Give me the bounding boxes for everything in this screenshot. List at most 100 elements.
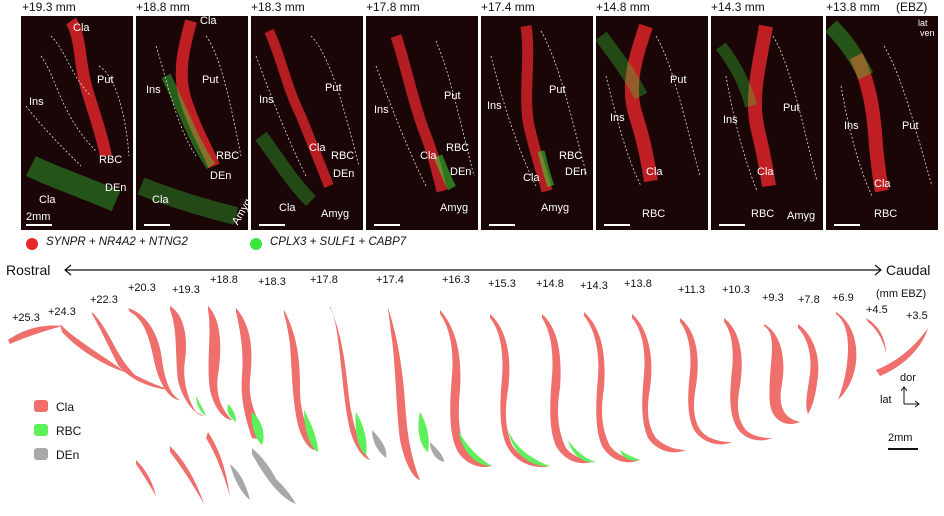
panel-coord-4: +17.8 mm — [366, 0, 420, 14]
label-cla: Cla — [73, 22, 90, 34]
microscopy-panel-2: Cla Ins Put RBC DEn Cla Amyg — [136, 16, 248, 230]
label-rbc: RBC — [331, 150, 355, 162]
coord-15: +11.3 — [678, 284, 706, 296]
scale-bar — [144, 224, 170, 226]
label-cla: Cla — [646, 166, 663, 178]
coord-19: +6.9 — [832, 292, 854, 304]
orient-lat: lat — [880, 394, 892, 406]
section-4-5b — [866, 318, 886, 354]
panel-coord-2: +18.8 mm — [136, 0, 190, 14]
legend-cla-label: Cla — [56, 400, 75, 414]
rbc-17-4 — [355, 412, 367, 455]
microscopy-panel-5: Ins Put RBC Cla DEn Amyg — [481, 16, 593, 230]
coord-4: +20.3 — [128, 282, 156, 294]
label-rbc: RBC — [446, 142, 470, 154]
rostral-caudal-arrow — [64, 264, 882, 276]
label-cla: Cla — [757, 166, 774, 178]
panel-4-image — [366, 16, 478, 230]
panel-coord-1: +19.3 mm — [22, 0, 76, 14]
axis-caudal: Caudal — [886, 262, 931, 278]
coord-8: +17.8 — [310, 274, 338, 286]
coord-6: +18.8 — [210, 274, 238, 286]
legend-cla-swatch — [34, 400, 48, 412]
den-16-3 — [430, 442, 444, 462]
legend-rbc-label: RBC — [56, 424, 82, 438]
rbc-14-8 — [508, 430, 550, 467]
label-ins: Ins — [610, 112, 625, 124]
microscopy-panel-8: Ins Put Cla RBC lat ven — [826, 16, 938, 230]
section-16-3 — [388, 308, 420, 480]
orientation-arrows-icon — [900, 386, 920, 408]
den-17-4 — [372, 430, 387, 458]
coord-2: +24.3 — [48, 306, 76, 318]
legend-green-dot — [250, 238, 262, 250]
label-cla: Cla — [523, 172, 540, 184]
label-put: Put — [670, 74, 687, 86]
scale-bar-label: 2mm — [26, 211, 51, 223]
legend-den-label: DEn — [56, 448, 80, 462]
rbc-15-3 — [458, 430, 492, 466]
panel-coord-8: +13.8 mm — [826, 0, 880, 14]
section-17-4 — [330, 306, 370, 460]
label-put: Put — [202, 74, 219, 86]
label-cla: Cla — [874, 178, 891, 190]
section-25-3 — [8, 325, 62, 344]
coord-3: +22.3 — [90, 294, 118, 306]
rbc-17-8 — [304, 410, 318, 452]
label-amyg: Amyg — [541, 202, 570, 214]
label-put: Put — [902, 120, 919, 132]
ebz-label: (EBZ) — [896, 0, 928, 14]
orient-dor: dor — [900, 372, 916, 384]
units-label: (mm EBZ) — [876, 288, 927, 300]
lower-curve-1 — [136, 460, 156, 496]
section-19-3 — [170, 306, 204, 416]
label-den: DEn — [333, 168, 355, 180]
coord-5: +19.3 — [172, 284, 200, 296]
panel-coord-3: +18.3 mm — [251, 0, 305, 14]
label-den: DEn — [210, 170, 232, 182]
section-outlines — [8, 306, 928, 504]
orientation-ven: ven — [920, 28, 935, 38]
coord-9: +17.4 — [376, 274, 404, 286]
label-put: Put — [444, 90, 461, 102]
lower-curve-2 — [170, 446, 204, 504]
scale-bar — [834, 224, 860, 226]
label-cla-lower: Cla — [279, 202, 296, 214]
panel-8-image — [826, 16, 938, 230]
section-20-3 — [128, 308, 180, 400]
label-rbc: RBC — [99, 154, 123, 166]
section-7-8 — [764, 324, 800, 424]
orientation-lat: lat — [918, 18, 928, 28]
coord-14: +13.8 — [624, 278, 652, 290]
section-17-8 — [284, 310, 318, 451]
panel-1-image — [21, 16, 133, 230]
coord-12: +14.8 — [536, 278, 564, 290]
lower-curve-3 — [206, 432, 230, 496]
coord-21: +3.5 — [906, 310, 928, 322]
section-18-8 — [208, 306, 232, 420]
coord-10: +16.3 — [442, 274, 470, 286]
coord-1: +25.3 — [12, 312, 40, 324]
section-13-8 — [584, 312, 640, 463]
label-den: DEn — [105, 182, 127, 194]
legend-green-text: CPLX3 + SULF1 + CABP7 — [270, 236, 407, 248]
label-cla: Cla — [200, 16, 217, 27]
coord-11: +15.3 — [488, 278, 516, 290]
scale-bar — [489, 224, 515, 226]
label-amyg: Amyg — [787, 210, 816, 222]
label-rbc: RBC — [216, 150, 240, 162]
coord-7: +18.3 — [258, 276, 286, 288]
legend-red-text: SYNPR + NR4A2 + NTNG2 — [46, 236, 188, 248]
axis-rostral: Rostral — [6, 262, 51, 278]
panel-6-image — [596, 16, 708, 230]
section-4-5 — [836, 312, 857, 400]
panel-coord-6: +14.8 mm — [596, 0, 650, 14]
label-cla: Cla — [309, 142, 326, 154]
section-6-9 — [798, 324, 819, 414]
label-ins: Ins — [487, 100, 502, 112]
rbc-18-8 — [227, 404, 236, 422]
scale-bar-bottom — [888, 448, 918, 450]
panel-coord-7: +14.3 mm — [711, 0, 765, 14]
label-rbc: RBC — [559, 150, 583, 162]
coord-16: +10.3 — [722, 284, 750, 296]
